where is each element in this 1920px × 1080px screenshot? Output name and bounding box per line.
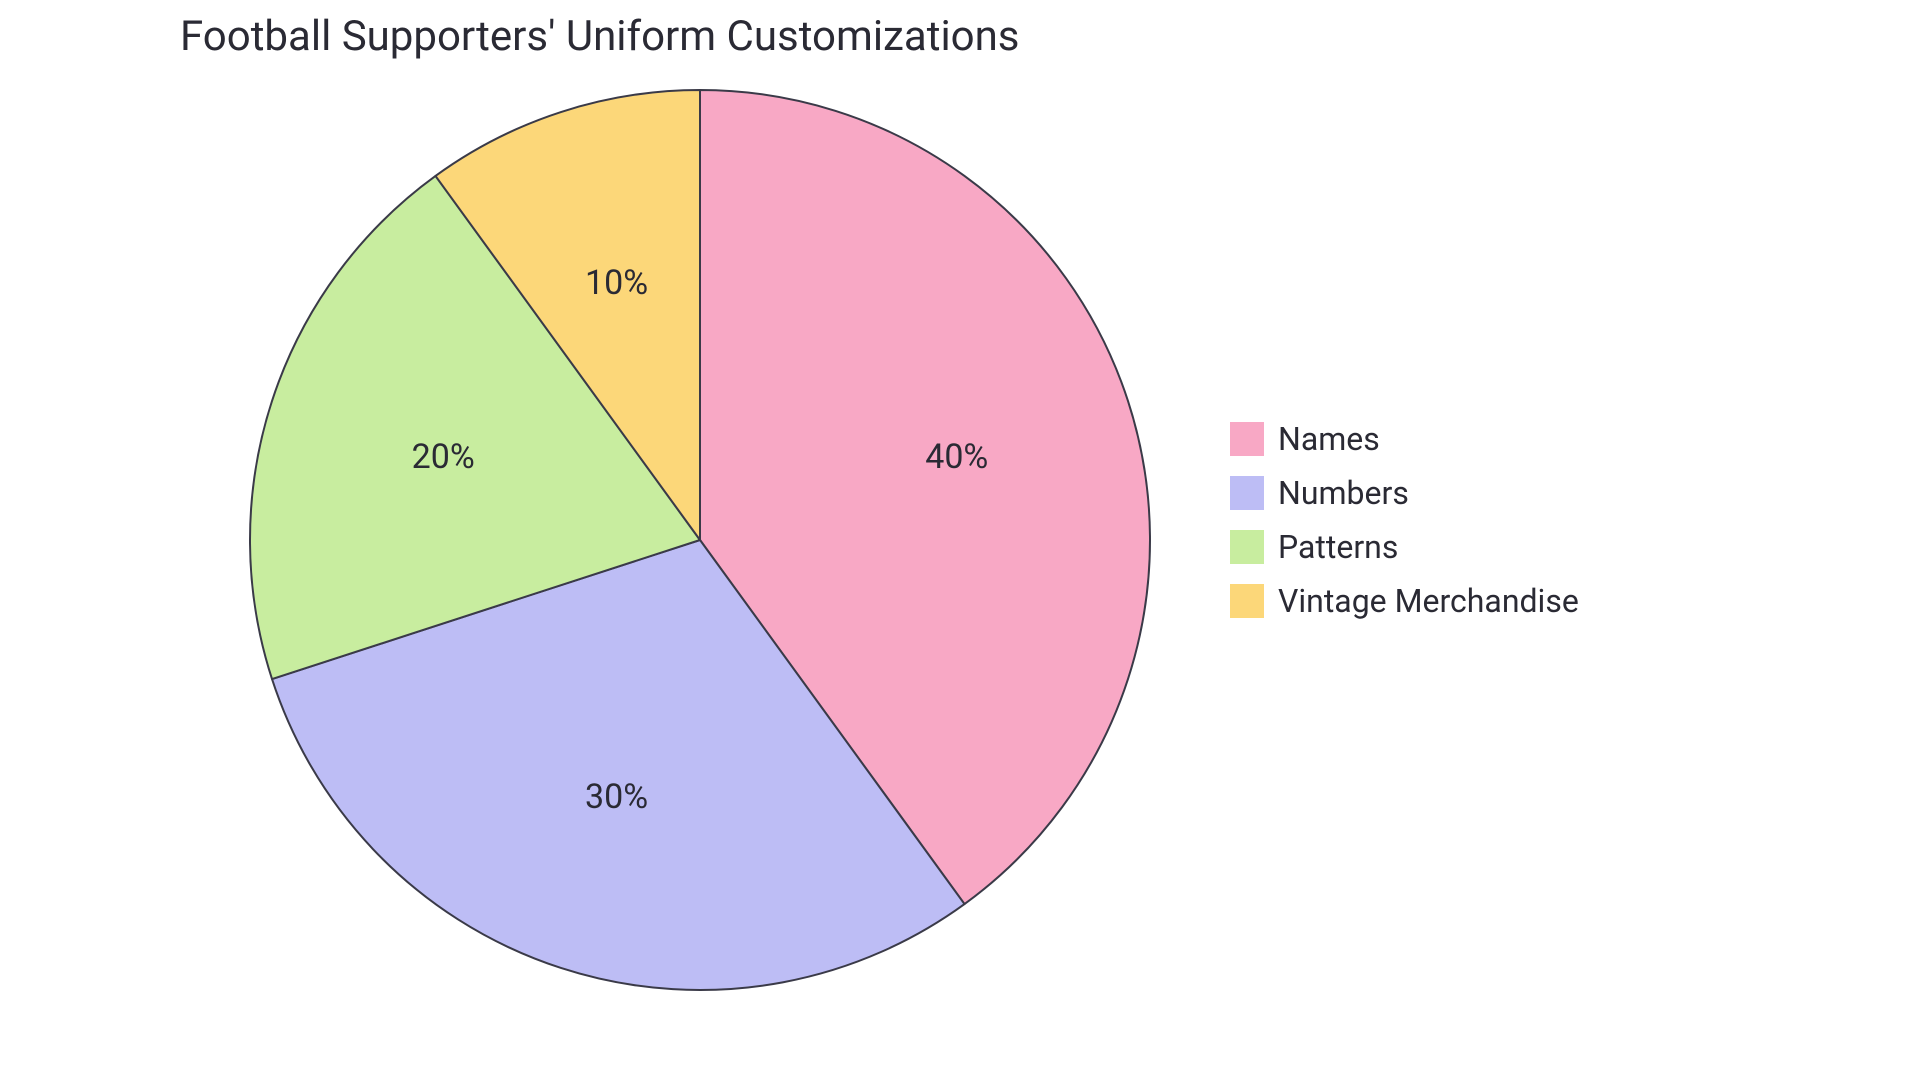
- pie-svg: [246, 86, 1154, 994]
- slice-percent-label: 10%: [585, 263, 648, 303]
- chart-title: Football Supporters' Uniform Customizati…: [180, 12, 1020, 61]
- legend-label: Vintage Merchandise: [1278, 582, 1579, 620]
- chart-container: Football Supporters' Uniform Customizati…: [0, 0, 1920, 1080]
- slice-percent-label: 30%: [585, 777, 648, 817]
- legend-swatch: [1230, 422, 1264, 456]
- legend-label: Names: [1278, 420, 1380, 458]
- pie-chart: [246, 86, 1154, 994]
- legend-swatch: [1230, 530, 1264, 564]
- legend-label: Numbers: [1278, 474, 1409, 512]
- legend-swatch: [1230, 584, 1264, 618]
- legend-item: Numbers: [1230, 474, 1579, 512]
- legend-swatch: [1230, 476, 1264, 510]
- legend: Names Numbers Patterns Vintage Merchandise: [1230, 420, 1579, 620]
- legend-item: Patterns: [1230, 528, 1579, 566]
- slice-percent-label: 40%: [925, 437, 988, 477]
- slice-percent-label: 20%: [412, 437, 475, 477]
- legend-label: Patterns: [1278, 528, 1398, 566]
- legend-item: Names: [1230, 420, 1579, 458]
- legend-item: Vintage Merchandise: [1230, 582, 1579, 620]
